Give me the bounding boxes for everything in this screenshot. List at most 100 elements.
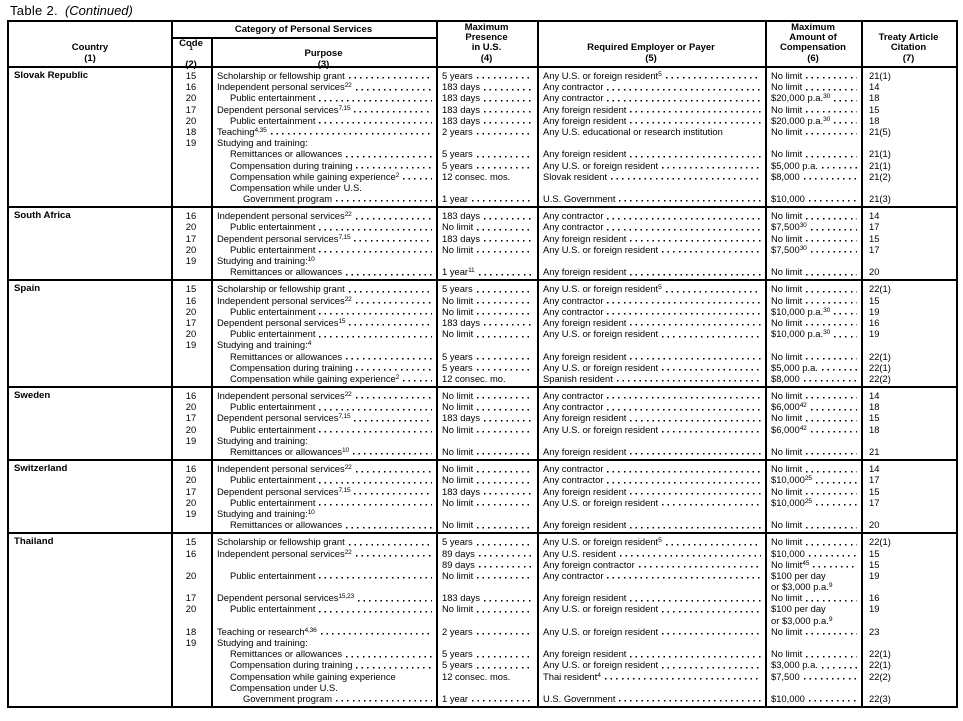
- cell-treaty-citation: [861, 682, 956, 693]
- dot-leader: [478, 266, 533, 278]
- cell-purpose: Public entertainment: [211, 496, 436, 508]
- cell-code: 17: [185, 485, 197, 497]
- cell-compensation: No limit: [765, 519, 861, 531]
- cell-employer: Any foreign resident: [537, 592, 765, 604]
- section-rows: 15 Scholarship or fellowship grant 5 years…: [171, 281, 956, 386]
- table-body: Slovak Republic 15 Scholarship or fellowsh…: [9, 68, 956, 706]
- cell-compensation: No limit: [765, 485, 861, 497]
- cell-max-presence: [436, 435, 537, 446]
- table-row: Compensation while gaining experience2 12…: [171, 372, 956, 385]
- cell-treaty-citation: 21(1): [869, 148, 891, 160]
- table-row: 17 Dependent personal services7,15 183 day…: [171, 103, 956, 115]
- cell-max-presence: 183 days: [436, 103, 537, 115]
- cell-purpose: [211, 559, 436, 570]
- dot-leader: [806, 81, 857, 93]
- table-row: 19 Studying and training:10: [171, 508, 956, 519]
- dot-leader: [810, 221, 857, 233]
- cell-treaty-citation: 18: [869, 114, 880, 126]
- dot-leader: [319, 305, 432, 317]
- cell-max-presence: 1 year11: [436, 266, 537, 278]
- table-row: or $3,000 p.a.9: [171, 581, 956, 592]
- cell-employer: Spanish resident: [537, 372, 765, 385]
- cell-max-presence: 183 days: [436, 81, 537, 93]
- cell-code: 20: [185, 401, 197, 413]
- dot-leader: [477, 496, 533, 508]
- dot-leader: [607, 463, 761, 475]
- cell-purpose: Public entertainment: [211, 305, 436, 317]
- cell-employer: Any foreign resident: [537, 148, 765, 160]
- header-employer: Required Employer or Payer (5): [587, 42, 715, 64]
- dot-leader: [484, 210, 533, 222]
- dot-leader: [349, 316, 432, 329]
- column-divider: [861, 22, 863, 707]
- dot-leader: [484, 103, 533, 115]
- dot-leader: [834, 305, 857, 317]
- cell-code: [171, 373, 211, 384]
- cell-employer: [537, 182, 765, 193]
- dot-leader: [403, 170, 432, 182]
- dot-leader: [803, 170, 857, 182]
- dot-leader: [477, 221, 533, 233]
- cell-compensation: $5,000 p.a.: [765, 159, 861, 171]
- dot-leader: [476, 125, 533, 138]
- dot-leader: [346, 266, 432, 278]
- cell-compensation: $6,00042: [765, 401, 861, 413]
- dot-leader: [484, 92, 533, 104]
- cell-treaty-citation: 14: [869, 81, 880, 93]
- table-row: Remittances or allowances 1 year11 Any for…: [171, 266, 956, 278]
- cell-purpose: Compensation while under U.S.: [230, 181, 362, 193]
- dot-leader: [607, 221, 761, 233]
- dot-leader: [484, 412, 533, 424]
- dot-leader: [806, 463, 857, 475]
- dot-leader: [336, 193, 432, 205]
- country-name: South Africa: [14, 210, 71, 222]
- cell-treaty-citation: 21(1): [869, 159, 891, 171]
- dot-leader: [348, 283, 432, 295]
- cell-treaty-citation: 17: [869, 474, 880, 486]
- cell-treaty-citation: 19: [869, 569, 880, 581]
- cell-compensation: $7,500: [765, 670, 861, 682]
- cell-treaty-citation: 15: [869, 232, 880, 244]
- cell-treaty-citation: 14: [869, 463, 880, 475]
- dot-leader: [319, 569, 432, 582]
- cell-compensation: $20,000 p.a.30: [765, 92, 861, 104]
- cell-treaty-citation: 22(1): [869, 350, 891, 362]
- cell-max-presence: No limit: [436, 294, 537, 306]
- cell-max-presence: 183 days: [436, 210, 537, 222]
- table-row: Government program 1 year U.S. Government $…: [171, 692, 956, 705]
- cell-purpose: Compensation during training: [211, 159, 436, 171]
- table-row: 17 Dependent personal services15,23 183 da…: [171, 592, 956, 604]
- dot-leader: [619, 193, 761, 205]
- cell-compensation: No limit45: [765, 558, 861, 570]
- cell-purpose: Public entertainment: [211, 243, 436, 255]
- cell-code: 19: [185, 339, 197, 351]
- cell-employer: [537, 339, 765, 350]
- table-row: 20 Public entertainment No limit Any contra…: [171, 401, 956, 413]
- cell-employer: [537, 508, 765, 519]
- header-category-group: Category of Personal Services Code 1 (2) …: [171, 22, 436, 69]
- cell-compensation: [765, 508, 861, 519]
- table-row: 17 Dependent personal services7,15 183 day…: [171, 412, 956, 424]
- cell-treaty-citation: 18: [869, 423, 880, 435]
- cell-purpose: Independent personal services22: [211, 547, 436, 559]
- cell-treaty-citation: 19: [869, 603, 880, 615]
- cell-code: 16: [185, 547, 197, 559]
- cell-compensation: $5,000 p.a.: [765, 361, 861, 373]
- cell-purpose: Public entertainment: [211, 114, 436, 126]
- table-title: Table 2. (Continued): [10, 3, 133, 18]
- cell-treaty-citation: 21(5): [869, 125, 891, 137]
- dot-leader: [806, 316, 857, 329]
- dot-leader: [806, 294, 857, 306]
- cell-purpose: Remittances or allowances: [211, 148, 436, 160]
- dot-leader: [346, 148, 432, 160]
- table-row: 20 Public entertainment No limit Any contra…: [171, 305, 956, 317]
- cell-purpose: Studying and training:4: [217, 339, 312, 351]
- dot-leader: [484, 485, 533, 497]
- country-section: Slovak Republic 15 Scholarship or fellowsh…: [9, 68, 956, 206]
- cell-compensation: No limit: [765, 210, 861, 222]
- table-row: Remittances or allowances 5 years Any fore…: [171, 648, 956, 660]
- cell-treaty-citation: 22(1): [869, 659, 891, 671]
- cell-code: 20: [185, 569, 197, 581]
- dot-leader: [476, 283, 533, 295]
